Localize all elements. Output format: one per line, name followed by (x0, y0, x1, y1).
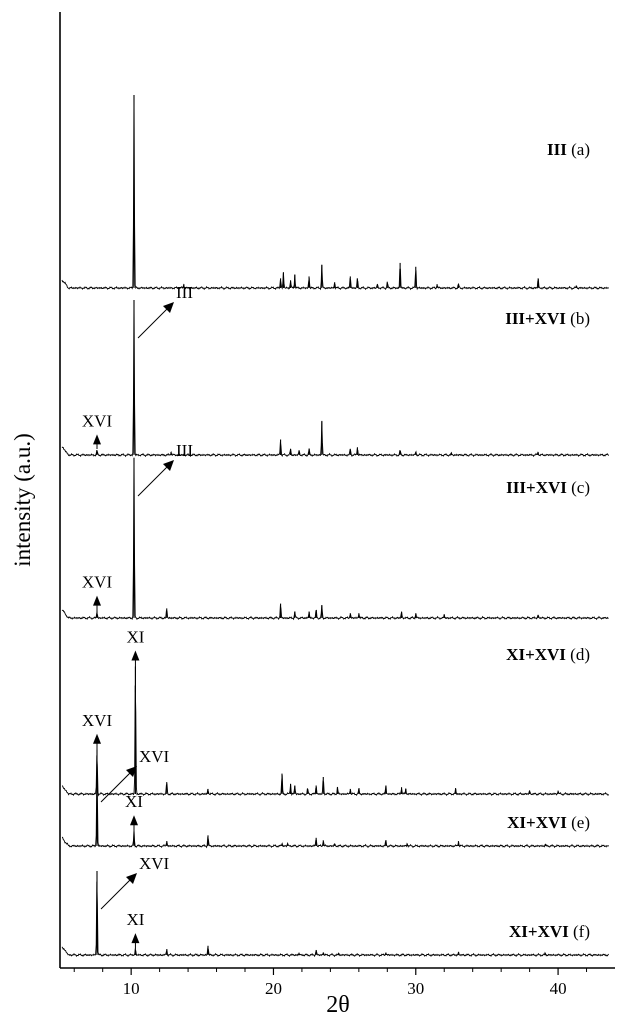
series-e: XI+XVI (e) XVI XI (62, 747, 609, 849)
x-tick-label: 10 (123, 979, 140, 998)
x-axis-ticks: 10 20 30 40 (73, 968, 588, 998)
series-trace (62, 685, 609, 797)
series-d: XI+XVI (d) XVI XI (62, 628, 609, 797)
series-label: XI+XVI (d) (506, 645, 590, 664)
annotation-arrow (100, 771, 132, 803)
arrow-head (163, 460, 174, 471)
series-b: III+XVI (b) XVI III (61, 283, 609, 458)
arrow-head (163, 302, 174, 313)
arrow-head (126, 766, 137, 777)
annotation-arrow (137, 465, 169, 497)
annotation-label: XVI (82, 573, 113, 592)
series-trace (61, 300, 609, 458)
annotation-label: XI (126, 628, 144, 647)
arrow-head (93, 434, 101, 445)
annotation-label: XVI (82, 711, 113, 730)
series-label: XI+XVI (f) (509, 922, 590, 941)
annotation-label: XI (126, 910, 144, 929)
x-axis-label: 2θ (326, 992, 350, 1016)
annotation-arrow (137, 307, 169, 339)
series-label: III (a) (547, 140, 590, 159)
annotation-label: XI (125, 792, 143, 811)
annotation-label: XVI (139, 854, 170, 873)
series-trace (61, 457, 609, 621)
arrow-head (131, 933, 140, 944)
arrow-head (126, 873, 137, 884)
series-trace (62, 774, 609, 849)
series-label: XI+XVI (e) (507, 813, 590, 832)
series-f: XI+XVI (f) XVI XI (61, 854, 609, 958)
series-trace (61, 96, 609, 291)
annotation-label: III (176, 441, 193, 460)
arrow-head (130, 815, 138, 826)
series-c: III+XVI (c) XVI III (61, 441, 609, 621)
annotation-label: XVI (82, 411, 113, 430)
annotation-arrow (100, 878, 132, 910)
series-label: III+XVI (c) (506, 478, 590, 497)
x-tick-label: 30 (407, 979, 424, 998)
x-tick-label: 40 (550, 979, 567, 998)
series-trace (61, 881, 609, 958)
y-axis-label: intensity (a.u.) (10, 433, 35, 567)
annotation-label: III (176, 283, 193, 302)
arrow-head (93, 733, 101, 744)
x-tick-label: 20 (265, 979, 282, 998)
series-a: III (a) (61, 95, 609, 291)
annotation-label: XVI (139, 747, 170, 766)
arrow-head (131, 650, 140, 661)
series-label: III+XVI (b) (505, 309, 590, 328)
arrow-head (93, 595, 101, 606)
